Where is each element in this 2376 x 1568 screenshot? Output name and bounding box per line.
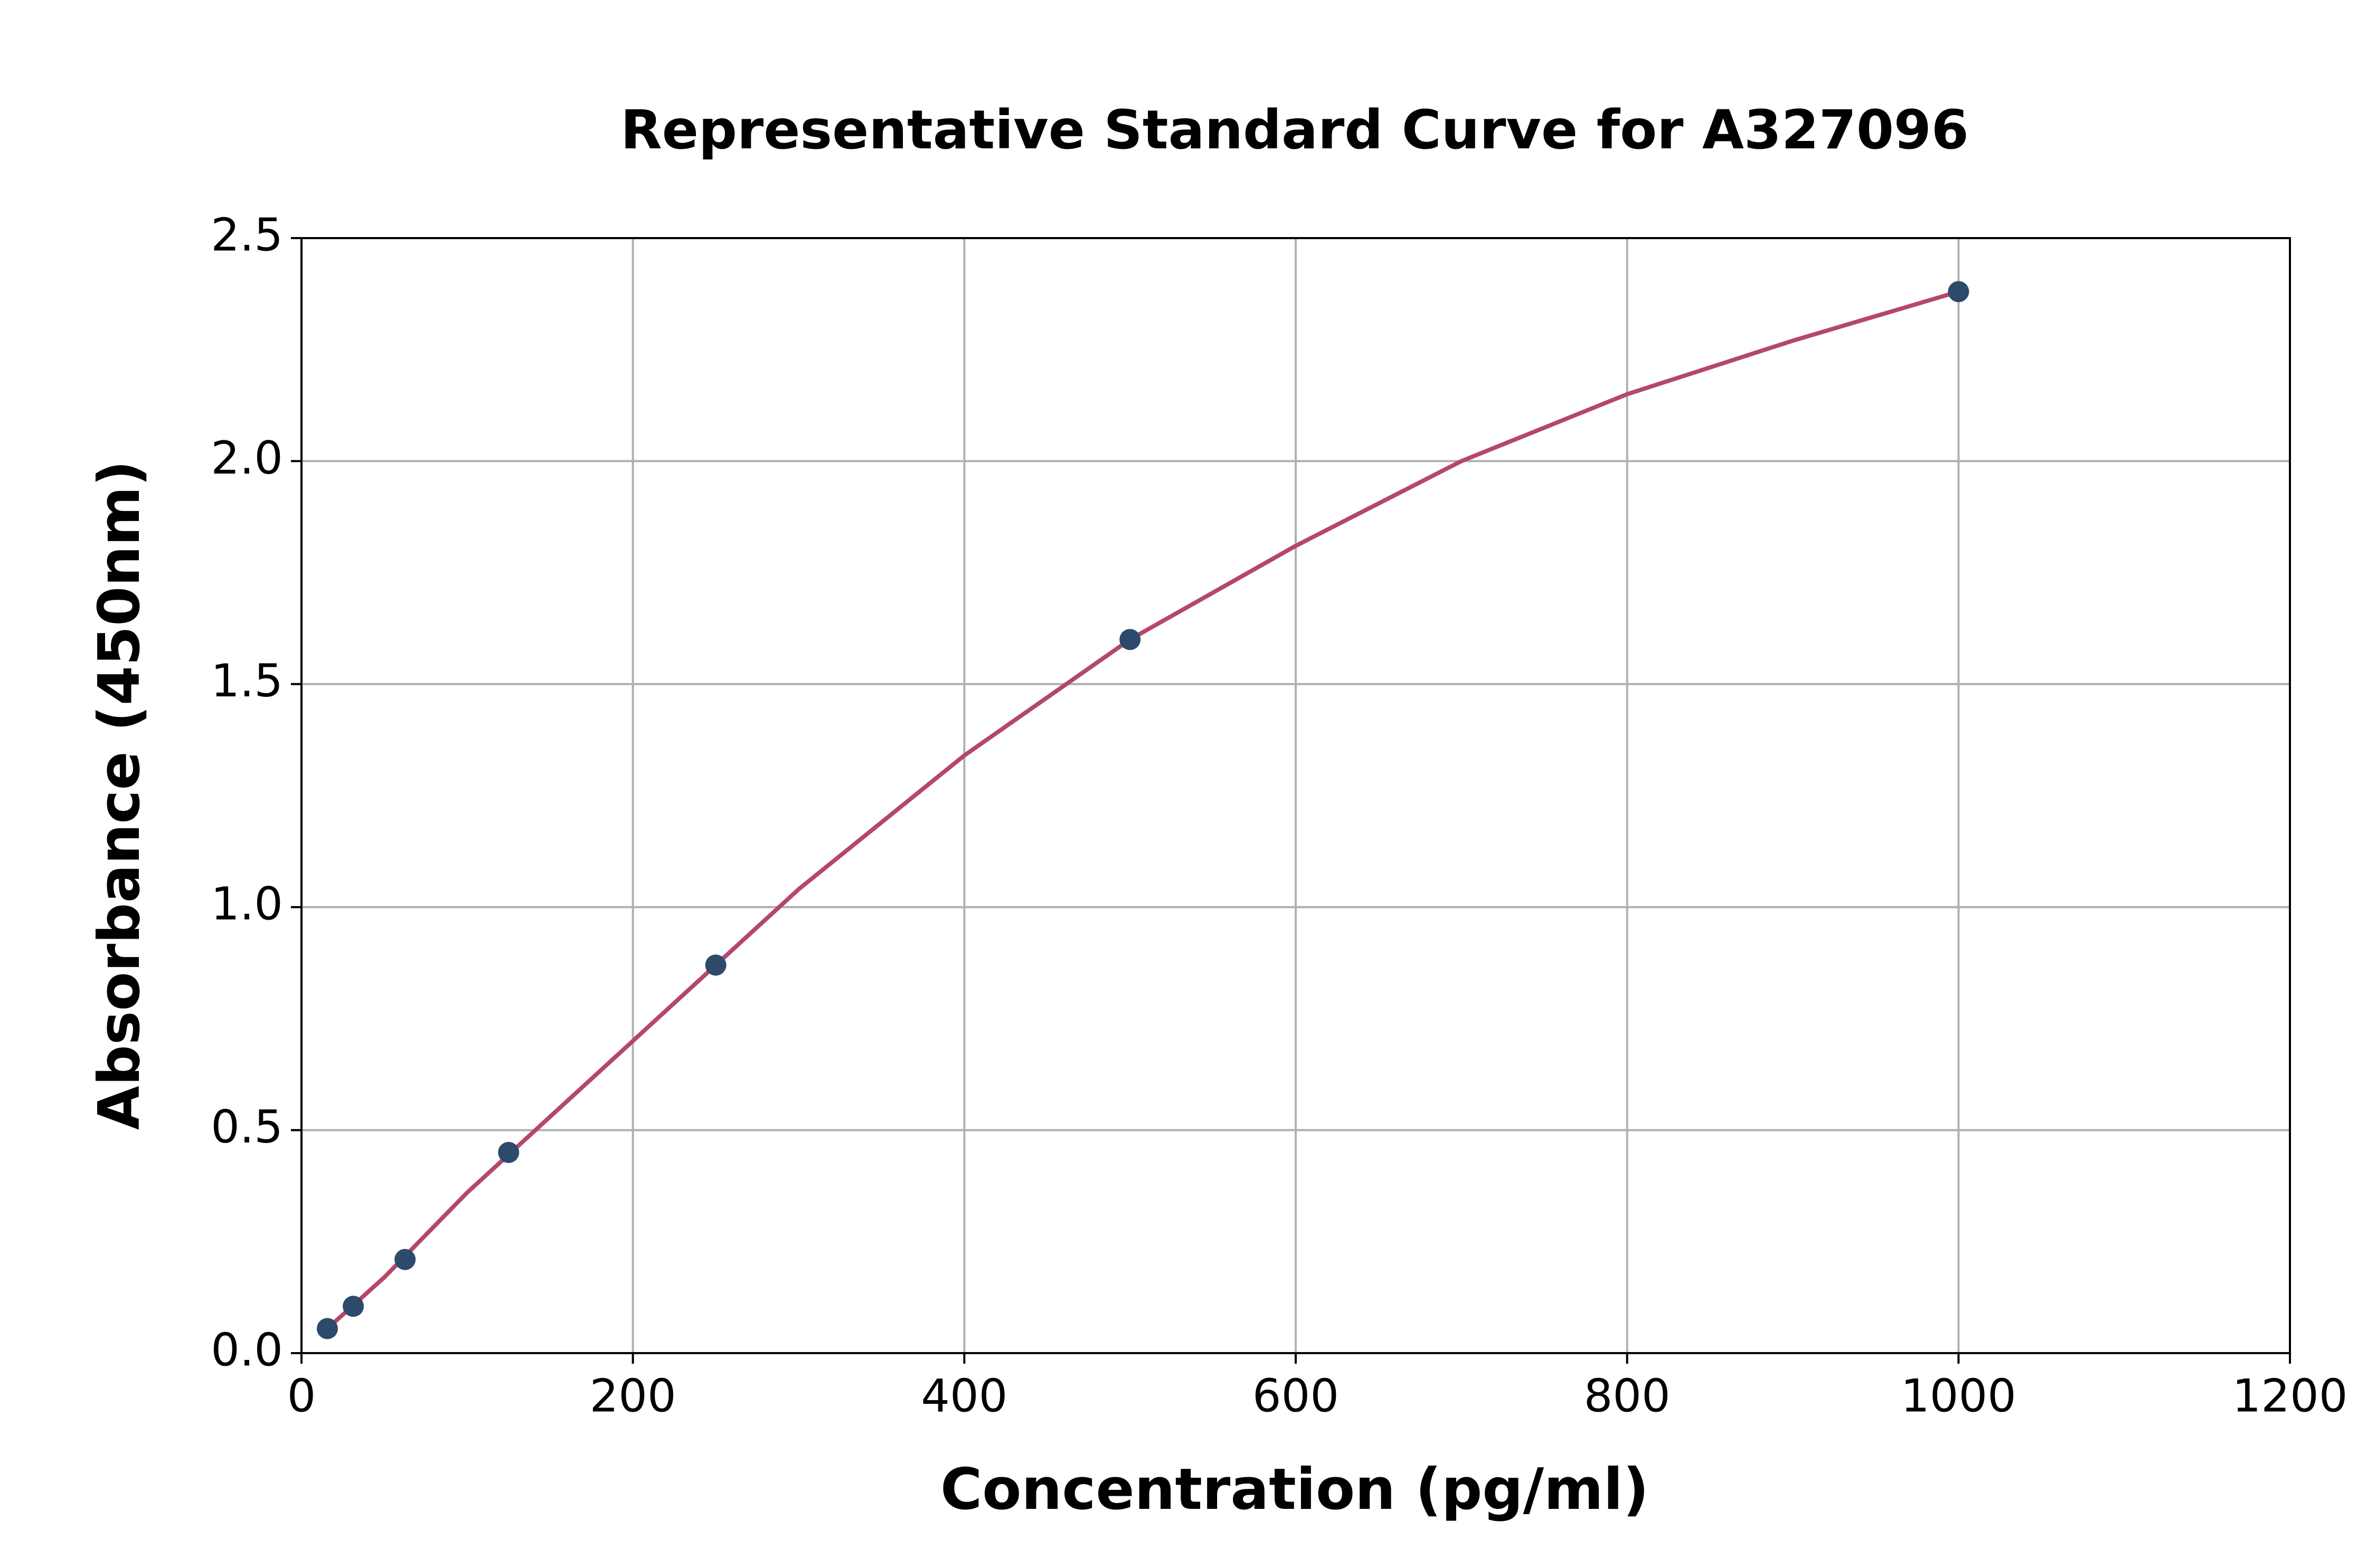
x-tick-label: 1200 [2232, 1369, 2348, 1422]
y-tick-label: 0.5 [211, 1101, 283, 1154]
plot-frame [300, 237, 2291, 1354]
y-tick-label: 2.0 [211, 432, 283, 485]
x-tick-label: 600 [1252, 1369, 1339, 1422]
data-point [394, 1249, 416, 1270]
chart-title: Representative Standard Curve for A32709… [620, 99, 1969, 162]
data-point [1948, 281, 1969, 303]
y-tick-label: 1.5 [211, 655, 283, 707]
y-tick-label: 1.0 [211, 878, 283, 931]
x-tick-label: 800 [1584, 1369, 1671, 1422]
data-point [498, 1141, 520, 1163]
y-tick-label: 2.5 [211, 209, 283, 261]
x-tick-label: 400 [921, 1369, 1007, 1422]
y-tick-label: 0.0 [211, 1324, 283, 1376]
data-point [343, 1296, 364, 1317]
fit-curve [326, 289, 1959, 1330]
x-tick-label: 200 [590, 1369, 676, 1422]
data-point [705, 955, 727, 976]
x-tick-label: 1000 [1901, 1369, 2016, 1422]
x-axis-label: Concentration (pg/ml) [940, 1457, 1649, 1523]
data-point [1119, 629, 1141, 650]
y-axis-label: Absorbance (450nm) [87, 460, 153, 1130]
x-tick-label: 0 [287, 1369, 316, 1422]
data-point [316, 1318, 338, 1339]
